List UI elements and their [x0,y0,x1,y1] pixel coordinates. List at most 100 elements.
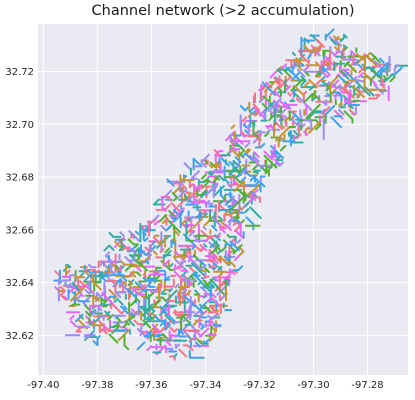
channel-segment [139,330,145,336]
channel-segment [199,177,210,184]
channel-segment [155,204,171,211]
channel-segment [144,330,152,338]
channel-segment [208,214,221,222]
channel-segment [264,80,277,93]
channel-segment [146,345,153,352]
channel-segment [164,289,178,303]
channel-segment [153,327,158,336]
channel-segment [230,124,236,130]
channel-segment [206,296,221,307]
channel-segment [105,266,113,273]
channel-segment [164,311,177,324]
channel-segment [130,271,138,278]
channel-segment [90,310,97,317]
channel-segment [227,205,236,210]
channel-segment [186,270,197,288]
channel-segment [152,250,158,256]
channel-segment [334,39,342,47]
channel-segment [224,223,232,231]
channel-segment [294,85,305,97]
channel-segment [303,81,310,88]
channel-segment [144,225,156,232]
y-tick-label: 32.64 [5,278,34,289]
channel-segment [204,338,210,344]
channel-segment [330,38,337,46]
channel-segment [148,277,155,287]
channel-segment [217,266,223,271]
channel-segment [207,170,214,177]
channel-segment [177,199,185,208]
channel-segment [92,295,98,307]
channel-segment [199,327,210,338]
channel-segment [232,220,239,226]
channel-segment [109,322,120,329]
channel-segment [113,297,119,303]
channel-segment [200,271,207,279]
channel-segment [98,314,105,321]
channel-segment [325,28,335,38]
channel-segment [310,44,320,57]
channel-segment [75,326,83,333]
channel-segment [296,133,302,139]
channel-segment [350,67,355,76]
channel-segment [211,237,221,248]
channel-segment [165,195,173,202]
channel-segment [195,341,201,348]
channel-segment [211,224,218,232]
channel-segment [220,157,230,167]
channel-segment [173,353,178,358]
channel-segment [171,217,179,223]
channel-segment [108,333,119,344]
channel-segment [68,285,77,294]
channel-segment [389,75,396,83]
channel-segment [350,50,357,57]
channel-segment [287,92,292,97]
channel-segment [275,101,281,114]
channel-segment [91,321,105,327]
channel-segment [231,149,241,158]
channel-segment [164,314,175,325]
channel-segment [225,255,236,261]
channel-segment [160,224,167,231]
channel-segment [317,66,327,78]
channel-segment [201,179,211,190]
channel-segment [98,325,108,335]
channel-segment [123,334,130,351]
channel-segment [120,260,138,266]
channel-segment [228,166,238,176]
channel-segment [244,142,251,149]
channel-segment [70,287,85,302]
channel-segment [187,210,194,223]
channel-segment [295,57,303,67]
channel-segment [273,158,281,166]
channel-segment [224,261,236,268]
channel-segment [259,181,266,193]
channel-segment [312,90,321,101]
channel-segment [229,240,240,251]
channel-segment [288,131,296,137]
channel-segment [192,320,199,327]
channel-segment [142,319,152,329]
channel-segment [238,206,244,211]
channel-segment [364,66,376,72]
channel-segment [254,142,266,149]
channel-segment [97,306,103,313]
channel-segment [193,234,199,240]
channel-segment [88,263,97,269]
channel-segment [192,218,203,229]
channel-segment [158,305,166,316]
channel-segment [203,215,215,227]
channel-segment [245,148,250,153]
channel-segment [358,72,364,78]
channel-segment [138,281,146,290]
channel-segment [124,320,131,326]
channel-segment [215,163,221,169]
channel-segment [57,277,71,286]
channel-segment [366,52,377,66]
channel-segment [346,61,357,73]
channel-segment [232,244,243,255]
channel-segment [274,76,279,81]
channel-segment [229,133,237,143]
channel-segment [333,62,346,72]
